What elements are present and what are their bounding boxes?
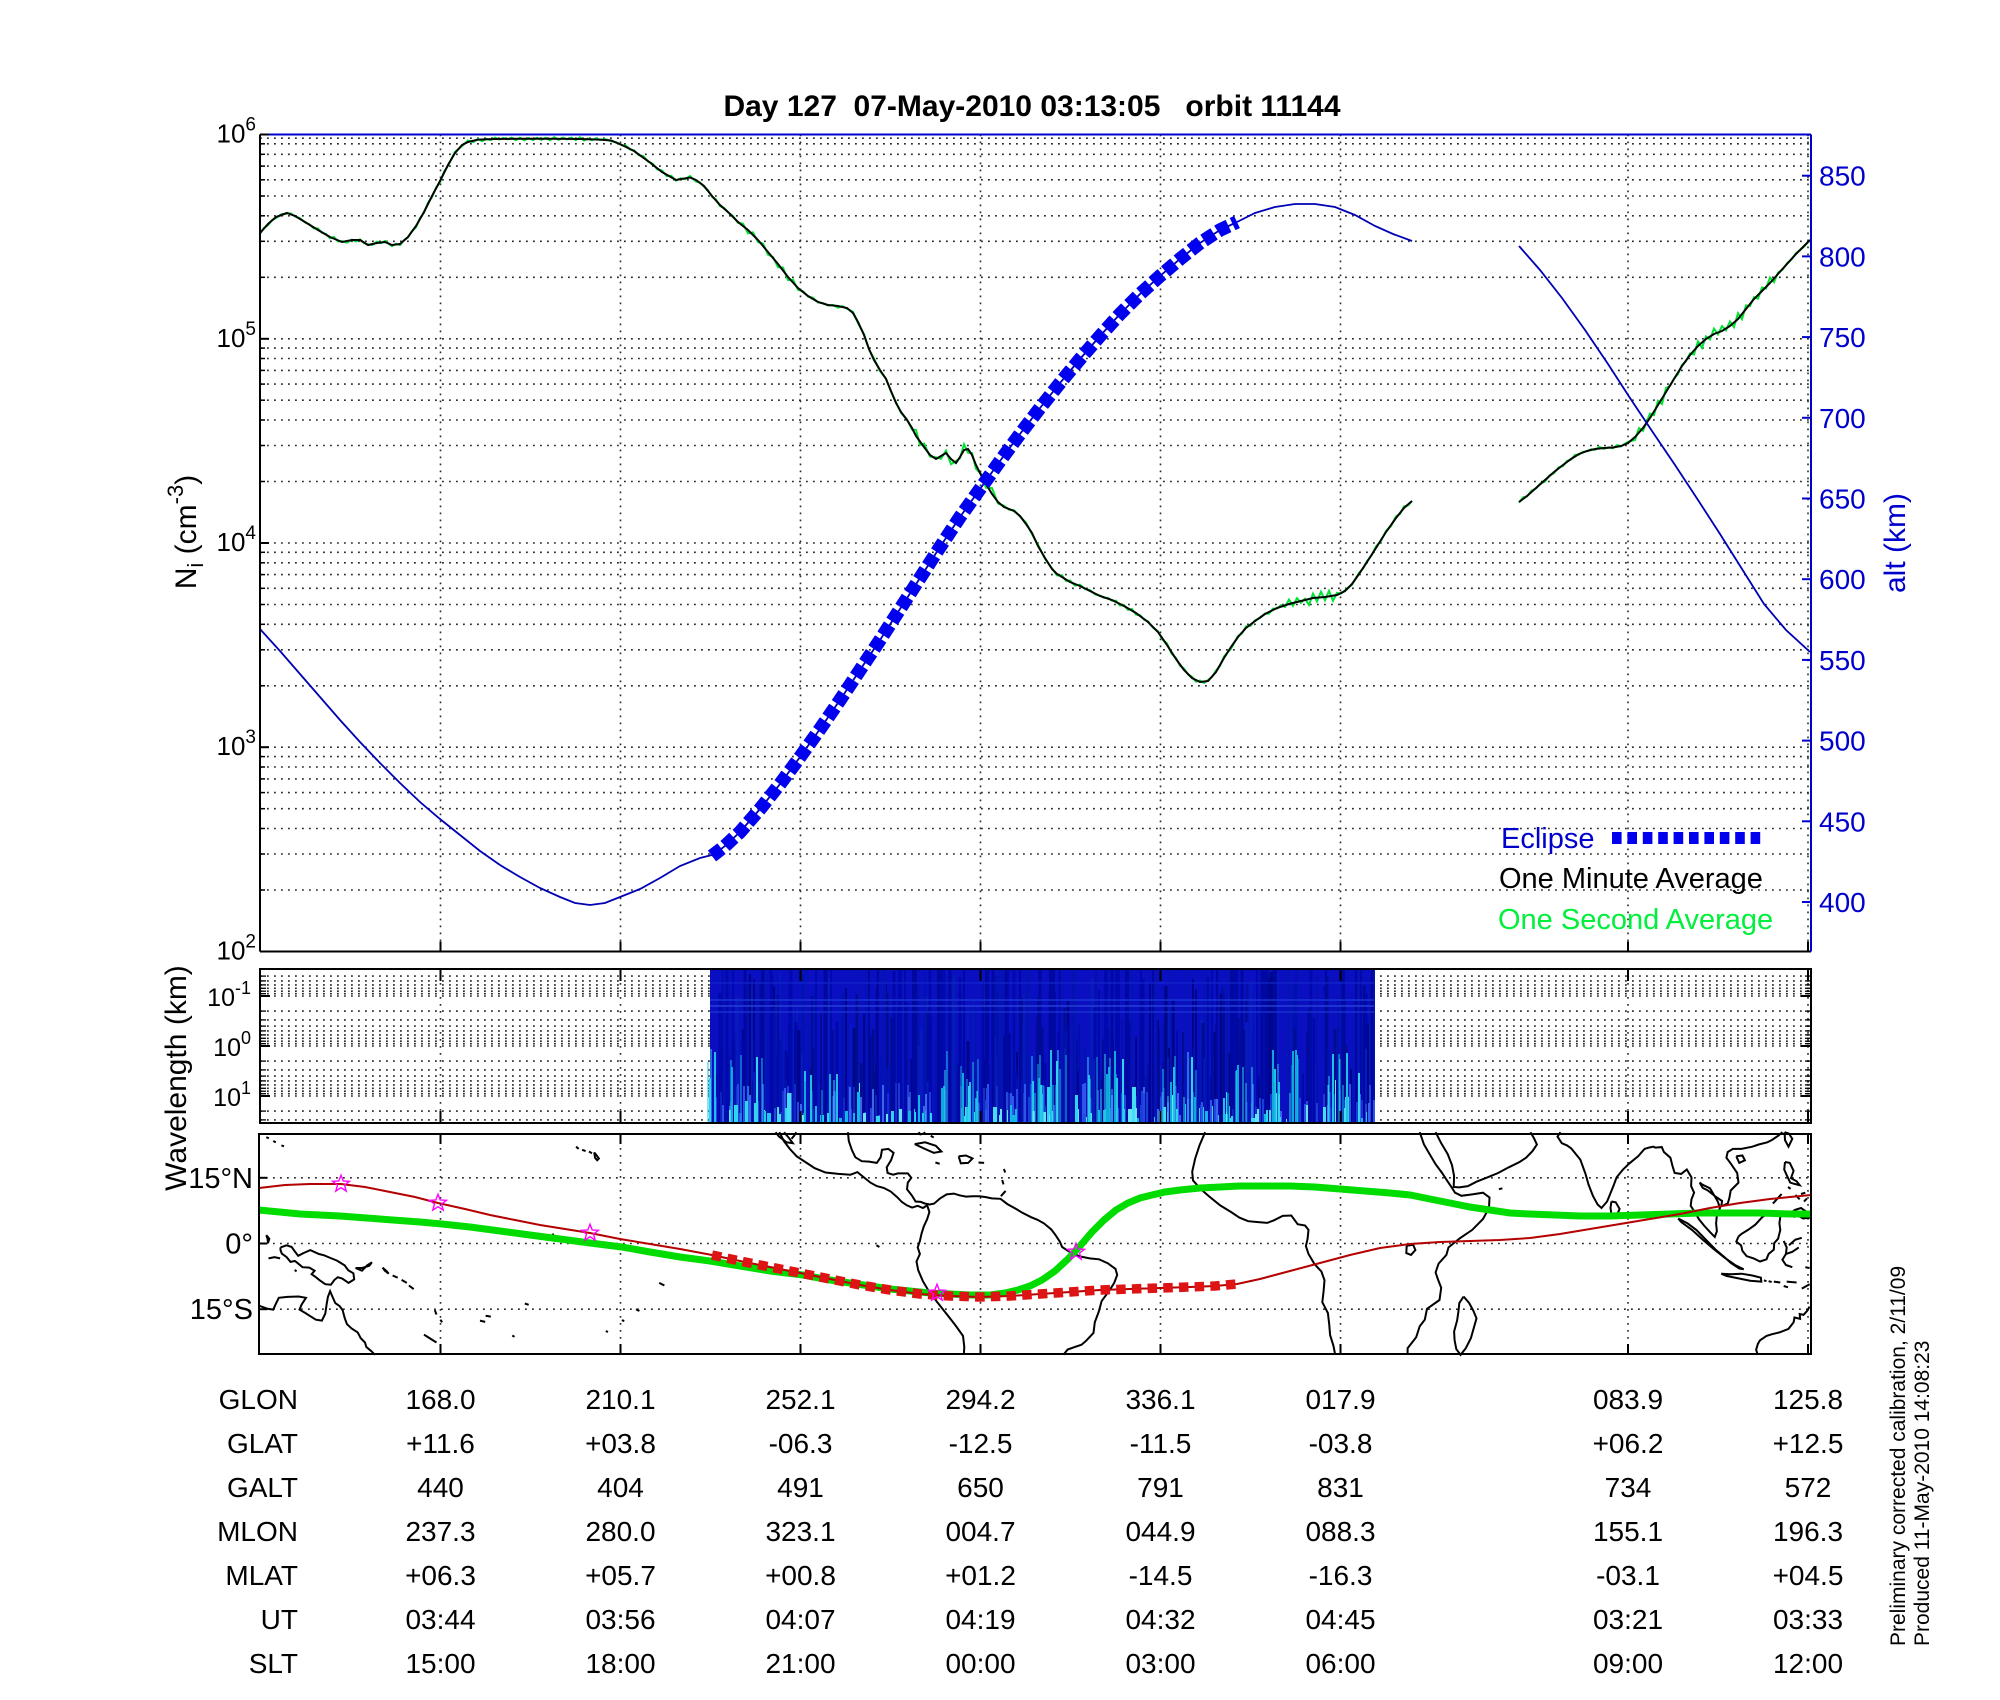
svg-text:GALT: GALT [227,1472,298,1503]
svg-text:252.1: 252.1 [765,1384,835,1415]
svg-text:-12.5: -12.5 [949,1428,1013,1459]
svg-text:15°N: 15°N [188,1163,253,1195]
svg-text:GLAT: GLAT [227,1428,298,1459]
svg-text:400: 400 [1819,887,1866,918]
svg-text:155.1: 155.1 [1593,1516,1663,1547]
svg-text:450: 450 [1819,806,1866,837]
svg-text:831: 831 [1317,1472,1364,1503]
svg-text:alt (km): alt (km) [1879,493,1912,593]
svg-text:004.7: 004.7 [945,1516,1015,1547]
svg-text:06:00: 06:00 [1305,1648,1375,1679]
svg-text:Wavelength (km): Wavelength (km) [160,965,193,1191]
svg-text:+01.2: +01.2 [945,1560,1016,1591]
svg-text:210.1: 210.1 [585,1384,655,1415]
svg-text:017.9: 017.9 [1305,1384,1375,1415]
svg-text:+05.7: +05.7 [585,1560,656,1591]
svg-text:GLON: GLON [219,1384,298,1415]
svg-text:734: 734 [1605,1472,1652,1503]
svg-text:550: 550 [1819,645,1866,676]
svg-text:280.0: 280.0 [585,1516,655,1547]
svg-text:196.3: 196.3 [1773,1516,1843,1547]
svg-text:294.2: 294.2 [945,1384,1015,1415]
svg-text:15°S: 15°S [190,1294,253,1326]
svg-text:+11.6: +11.6 [406,1428,475,1459]
svg-text:572: 572 [1785,1472,1832,1503]
svg-text:-16.3: -16.3 [1309,1560,1373,1591]
svg-text:03:00: 03:00 [1125,1648,1195,1679]
svg-text:500: 500 [1819,726,1866,757]
svg-text:336.1: 336.1 [1125,1384,1195,1415]
svg-text:+06.2: +06.2 [1593,1428,1664,1459]
svg-text:12:00: 12:00 [1773,1648,1843,1679]
svg-text:04:07: 04:07 [765,1604,835,1635]
svg-text:650: 650 [957,1472,1004,1503]
svg-text:088.3: 088.3 [1305,1516,1375,1547]
svg-text:440: 440 [417,1472,464,1503]
svg-text:04:19: 04:19 [945,1604,1015,1635]
svg-text:750: 750 [1819,322,1866,353]
svg-text:-14.5: -14.5 [1129,1560,1193,1591]
svg-text:125.8: 125.8 [1773,1384,1843,1415]
svg-text:UT: UT [261,1604,298,1635]
svg-text:21:00: 21:00 [765,1648,835,1679]
svg-text:One Second Average: One Second Average [1498,904,1773,936]
svg-text:+04.5: +04.5 [1773,1560,1844,1591]
svg-text:Eclipse: Eclipse [1501,823,1595,855]
svg-text:03:44: 03:44 [405,1604,475,1635]
svg-text:SLT: SLT [249,1648,298,1679]
svg-text:09:00: 09:00 [1593,1648,1663,1679]
svg-text:850: 850 [1819,161,1866,192]
svg-text:00:00: 00:00 [945,1648,1015,1679]
svg-text:-03.1: -03.1 [1596,1560,1660,1591]
svg-text:083.9: 083.9 [1593,1384,1663,1415]
svg-text:MLON: MLON [217,1516,298,1547]
svg-text:-11.5: -11.5 [1130,1428,1192,1459]
svg-text:-06.3: -06.3 [769,1428,833,1459]
svg-text:03:56: 03:56 [585,1604,655,1635]
svg-text:03:33: 03:33 [1773,1604,1843,1635]
svg-text:700: 700 [1819,403,1866,434]
svg-text:+00.8: +00.8 [765,1560,836,1591]
svg-text:03:21: 03:21 [1593,1604,1663,1635]
svg-text:18:00: 18:00 [585,1648,655,1679]
svg-text:323.1: 323.1 [765,1516,835,1547]
svg-text:650: 650 [1819,484,1866,515]
svg-text:237.3: 237.3 [405,1516,475,1547]
svg-text:04:32: 04:32 [1125,1604,1195,1635]
svg-text:Day 127 07-May-2010 03:13:05: Day 127 07-May-2010 03:13:05 orbit 11144 [723,90,1340,123]
svg-text:One Minute Average: One Minute Average [1499,863,1763,895]
svg-text:+12.5: +12.5 [1773,1428,1844,1459]
svg-text:600: 600 [1819,564,1866,595]
svg-text:04:45: 04:45 [1305,1604,1375,1635]
svg-text:0°: 0° [225,1229,253,1261]
svg-text:+03.8: +03.8 [585,1428,656,1459]
svg-text:+06.3: +06.3 [405,1560,476,1591]
svg-text:15:00: 15:00 [405,1648,475,1679]
svg-text:Produced 11-May-2010 14:08:23: Produced 11-May-2010 14:08:23 [1911,1341,1934,1646]
svg-text:Preliminary corrected calibrat: Preliminary corrected calibration, 2/11/… [1887,1266,1910,1646]
svg-text:491: 491 [777,1472,824,1503]
svg-text:044.9: 044.9 [1125,1516,1195,1547]
svg-text:791: 791 [1137,1472,1184,1503]
svg-text:168.0: 168.0 [405,1384,475,1415]
svg-text:10-1: 10-1 [207,978,251,1012]
svg-text:MLAT: MLAT [225,1560,298,1591]
svg-text:-03.8: -03.8 [1309,1428,1373,1459]
svg-text:404: 404 [597,1472,644,1503]
svg-text:800: 800 [1819,241,1866,272]
